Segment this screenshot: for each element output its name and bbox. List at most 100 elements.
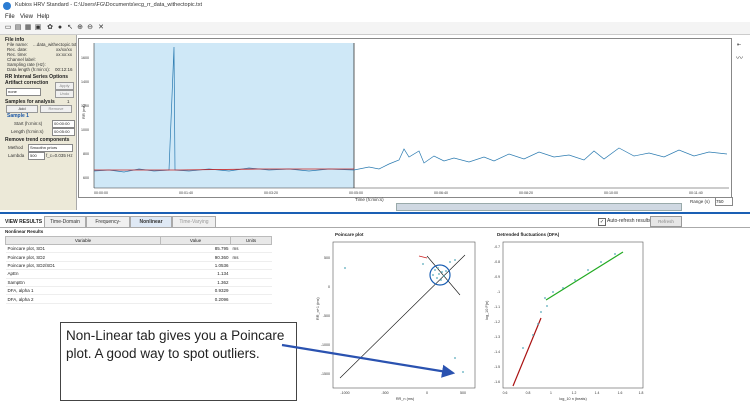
- table-row: SampEn 1.362: [5, 278, 272, 287]
- dfa-point: [540, 311, 542, 313]
- dfa-alpha2-fit: [545, 251, 624, 301]
- poincare-outlier-point: [344, 267, 346, 269]
- rr-xtick: 00:00:00: [94, 191, 108, 195]
- data-length-value: 00:12:16: [55, 67, 73, 72]
- poincare-ylabel: RR_n+1 (ms): [316, 297, 320, 320]
- dfa-point: [587, 269, 589, 271]
- variable-cell: Poincare plot, SD2/SD1: [5, 261, 161, 271]
- rec-date-label: Rec. date:: [7, 47, 28, 52]
- dfa-xtick: 1.4: [595, 391, 600, 395]
- new-file-icon[interactable]: ▭: [4, 24, 12, 31]
- rec-time-value: xx:xx:xx: [56, 52, 73, 57]
- menu-help[interactable]: Help: [37, 14, 50, 20]
- auto-refresh-checkbox[interactable]: ✓: [598, 218, 606, 226]
- settings-gear-icon[interactable]: ✿: [47, 24, 53, 31]
- rr-xtick: 00:03:20: [264, 191, 278, 195]
- sample-1-heading[interactable]: Sample 1: [7, 113, 29, 119]
- trend-view-icon[interactable]: 〰: [736, 55, 743, 62]
- record-icon[interactable]: ●: [57, 24, 63, 31]
- rr-interval-series: [93, 46, 728, 173]
- undo-button[interactable]: Undo: [55, 90, 74, 98]
- sampling-rate-label: Sampling rate (Hz):: [7, 62, 46, 67]
- channel-label: Channel label:: [7, 57, 36, 62]
- dfa-ytick: -0.7: [494, 245, 500, 249]
- dfa-xtick: 1.2: [572, 391, 577, 395]
- zoom-out-icon[interactable]: ⊖: [87, 24, 93, 31]
- apply-button[interactable]: Apply: [55, 82, 74, 90]
- variable-cell: DFA, alpha 2: [5, 294, 161, 304]
- rr-series-chart[interactable]: RR (ms) 1600 1400 1200 1000 800 600 00:0…: [78, 38, 732, 198]
- dfa-xtick: 0.8: [526, 391, 531, 395]
- menu-file[interactable]: File: [5, 14, 15, 20]
- length-input[interactable]: 00:05:00: [52, 128, 75, 136]
- dfa-plot: -0.7 -0.8 -0.9 -1 -1.1 -1.2 -1.3 -1.4 -1…: [485, 241, 644, 401]
- remove-sample-button[interactable]: Remove: [40, 105, 72, 113]
- range-label: Range (s): [690, 199, 710, 204]
- rr-xtick: 00:01:40: [179, 191, 193, 195]
- lambda-input[interactable]: 500: [28, 152, 45, 160]
- poincare-point: [440, 279, 442, 281]
- close-icon[interactable]: ✕: [98, 24, 104, 31]
- rr-xtick: 00:08:20: [519, 191, 533, 195]
- table-header-row: Variable Value Units: [5, 236, 272, 245]
- poincare-outlier-point: [462, 371, 464, 373]
- column-header-units: Units: [230, 236, 272, 245]
- dfa-point: [562, 287, 564, 289]
- rr-chart-svg: RR (ms) 1600 1400 1200 1000 800 600 00:0…: [81, 43, 729, 195]
- dfa-xtick: 1.8: [639, 391, 644, 395]
- poincare-ytick: -500: [323, 314, 330, 318]
- range-input[interactable]: 750: [715, 197, 733, 206]
- dfa-ytick: -1.2: [494, 320, 500, 324]
- dfa-xtick: 0.6: [503, 391, 508, 395]
- time-scrollbar[interactable]: [396, 203, 682, 211]
- variable-cell: ApEn: [5, 269, 161, 279]
- start-input[interactable]: 00:00:00: [52, 120, 75, 128]
- toolbar: [0, 22, 750, 35]
- save-icon[interactable]: ▦: [24, 24, 32, 31]
- dfa-xlabel: log_10 n (beats): [559, 397, 587, 401]
- rr-ytick: 800: [83, 152, 89, 156]
- tab-nonlinear[interactable]: Nonlinear: [130, 216, 172, 227]
- report-icon[interactable]: ▣: [34, 24, 42, 31]
- value-cell: 1.134: [160, 269, 231, 279]
- dfa-ytick: -1.6: [494, 380, 500, 384]
- start-label: Start (h:min:s): [14, 121, 43, 126]
- menu-view[interactable]: View: [20, 14, 33, 20]
- lambda-label: Lambda: [8, 153, 25, 158]
- table-row: ApEn 1.134: [5, 269, 272, 279]
- dfa-ytick: -1: [497, 290, 500, 294]
- value-cell: 1.362: [160, 278, 231, 287]
- rr-xtick: 00:05:00: [349, 191, 363, 195]
- ruler-icon[interactable]: ⇤: [737, 42, 742, 48]
- poincare-xtick: -500: [381, 391, 388, 395]
- method-select[interactable]: Smoothn priors: [28, 144, 73, 152]
- annotation-arrow-line: [281, 343, 456, 378]
- open-folder-icon[interactable]: ▤: [14, 24, 22, 31]
- poincare-point: [436, 277, 438, 279]
- samples-count: 1: [67, 99, 70, 104]
- rr-ytick: 600: [83, 176, 89, 180]
- rr-xlabel: Time (h:min:s): [355, 197, 384, 202]
- dfa-point: [614, 253, 616, 255]
- poincare-point: [443, 275, 445, 277]
- variable-cell: DFA, alpha 1: [5, 286, 161, 296]
- rr-trend-line: [94, 168, 354, 171]
- tab-time-varying[interactable]: Time-Varying: [172, 216, 216, 227]
- artifact-select[interactable]: none: [6, 88, 41, 96]
- rr-options-heading: RR Interval Series Options: [5, 74, 69, 80]
- analysis-sample-region[interactable]: [94, 43, 354, 188]
- pointer-icon[interactable]: ↖: [67, 24, 73, 31]
- refresh-button[interactable]: Refresh: [650, 216, 682, 227]
- rr-ytick: 1400: [81, 80, 89, 84]
- variable-cell: Poincare plot, SD2: [5, 252, 161, 262]
- poincare-outlier-point: [454, 357, 456, 359]
- cutoff-frequency: f_c=0.035 Hz: [46, 153, 73, 158]
- poincare-point: [445, 270, 447, 272]
- poincare-sd2-marker: [418, 255, 428, 259]
- tab-time-domain[interactable]: Time-Domain: [44, 216, 86, 227]
- rr-ytick: 1000: [81, 128, 89, 132]
- poincare-point: [434, 269, 436, 271]
- zoom-in-icon[interactable]: ⊕: [77, 24, 83, 31]
- poincare-point: [449, 261, 451, 263]
- add-sample-button[interactable]: Add: [6, 105, 38, 113]
